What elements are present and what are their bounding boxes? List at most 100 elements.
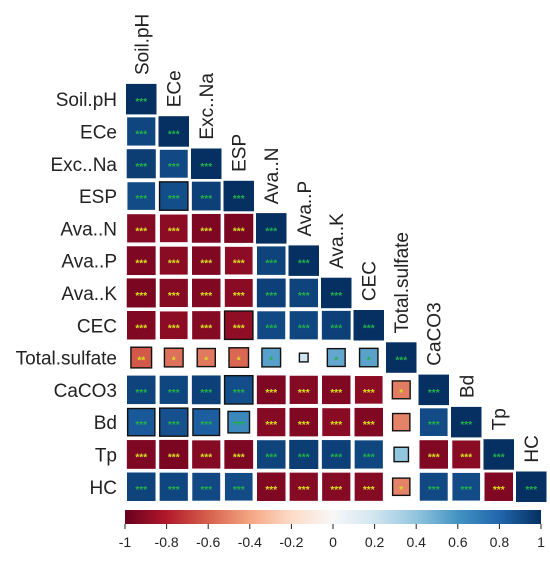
heatmap-cell: * [222,341,255,374]
heatmap-cell: * [190,341,223,374]
cell-square [223,439,255,470]
cell-square [256,407,287,438]
significance-label: *** [168,194,180,205]
heatmap-cell: *** [222,179,255,213]
heatmap-cell: *** [320,406,353,439]
column-label: Bd [457,375,478,398]
column-label: Tp [490,408,511,430]
row-label: Exc..Na [50,155,117,176]
significance-label: *** [298,452,310,463]
cell-square [352,309,385,342]
significance-label: *** [200,291,212,302]
cell-square [126,181,157,211]
significance-label: *** [493,485,505,496]
heatmap-cell: *** [287,406,320,439]
cell-square [190,245,222,276]
cell-square [326,347,346,368]
heatmap-cell: *** [417,406,450,439]
heatmap-cell: *** [125,309,158,342]
row-label: Total.sulfate [16,349,117,370]
heatmap-cell: *** [320,470,353,503]
significance-label: *** [233,226,245,237]
heatmap-cell: *** [417,470,450,503]
significance-label: *** [168,485,180,496]
significance-label: *** [135,291,147,302]
significance-label: *** [200,226,212,237]
cell-square [125,277,157,309]
heatmap-cell: *** [320,438,353,471]
significance-label: *** [168,291,180,302]
cell-square [126,116,157,147]
heatmap-cell: *** [255,276,288,310]
cell-square [418,439,450,470]
column-label: Total.sulfate [392,232,413,333]
heatmap-cell: *** [125,115,158,148]
significance-label: * [399,485,403,496]
cell-square [159,407,189,437]
heatmap-cell: *** [157,212,190,245]
heatmap-cell: *** [287,470,320,503]
cell-square [223,310,254,341]
heatmap-cell: *** [450,470,483,503]
cell-square [190,374,222,406]
cell-square [158,374,189,405]
cell-square [158,438,190,470]
cell-square [125,374,157,406]
cell-square [450,405,483,439]
significance-label: *** [298,388,310,399]
heatmap-cell: * [385,373,418,406]
heatmap-cell: * [320,341,353,374]
cell-square [298,352,309,363]
cell-square [223,374,254,405]
heatmap-cell: *** [255,373,288,406]
colorbar-tick-label: -0.2 [279,534,303,550]
colorbar-tick-label: -0.8 [155,534,179,550]
heatmap-cell: *** [157,244,190,277]
row-label: CaCO3 [54,381,117,402]
heatmap-cell: *** [222,373,255,406]
heatmap-cell: *** [125,470,158,503]
cell-square [190,147,223,180]
heatmap-cell: *** [255,212,288,245]
significance-label: *** [168,420,180,431]
significance-label: *** [493,452,505,463]
heatmap-cell: *** [222,470,255,503]
significance-label: *** [428,388,440,399]
cell-square [228,347,250,369]
cell-square [163,347,184,368]
significance-label: *** [265,485,277,496]
significance-label: *** [233,194,245,205]
cell-square [353,439,384,470]
column-label: HC [522,435,543,462]
cell-square [125,148,157,180]
cell-square [158,277,189,309]
cell-square [515,470,548,503]
significance-label: *** [168,129,180,140]
cell-square [227,410,251,434]
significance-label: *** [168,226,180,237]
heatmap-cell: *** [157,438,190,471]
cell-square [358,347,379,368]
cell-square [321,471,352,502]
significance-label: *** [265,226,277,237]
significance-label: *** [330,452,342,463]
significance-label: *** [298,291,310,302]
row-label: ESP [79,187,117,208]
heatmap-cell: *** [352,406,385,439]
column-label: ECe [165,70,186,107]
cell-square [125,82,158,116]
cell-square [417,373,450,407]
significance-label: *** [135,129,147,140]
significance-label: * [367,356,371,367]
cell-square [158,310,189,341]
heatmap-cell: *** [320,276,353,310]
significance-label: *** [265,388,277,399]
cell-square [288,374,319,405]
significance-label: *** [428,485,440,496]
column-label: CaCO3 [425,302,446,365]
heatmap-cell: *** [320,373,353,406]
heatmap-cell: *** [222,276,255,310]
significance-label: *** [135,323,147,334]
significance-label: *** [363,420,375,431]
